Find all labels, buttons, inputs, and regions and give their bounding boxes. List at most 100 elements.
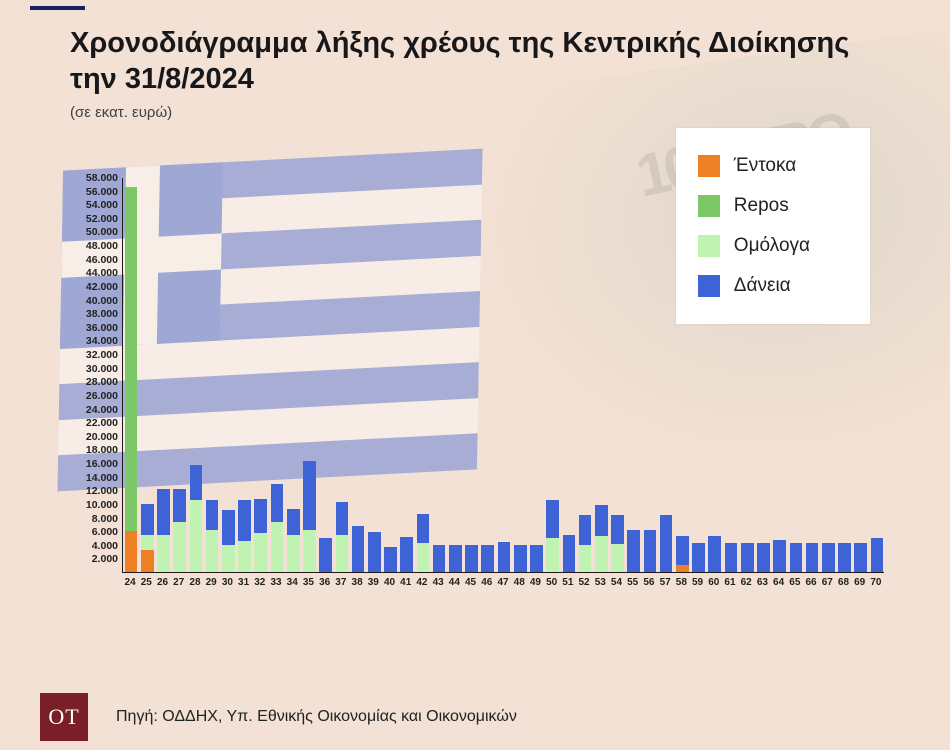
bar-segment-daneia <box>384 547 397 572</box>
bar-segment-daneia <box>368 532 381 572</box>
bar-segment-daneia <box>190 465 203 500</box>
bar-segment-daneia <box>141 504 154 535</box>
bar-segment-daneia <box>757 543 770 572</box>
source-text: Πηγή: ΟΔΔΗΧ, Υπ. Εθνικής Οικονομίας και … <box>116 708 517 726</box>
bar-segment-daneia <box>627 530 640 572</box>
bar-column <box>190 465 203 572</box>
chart-title: Χρονοδιάγραμμα λήξης χρέους της Κεντρική… <box>70 25 860 98</box>
bar-segment-daneia <box>254 499 267 532</box>
bar-column <box>417 514 430 572</box>
y-tick-label: 10.000 <box>86 499 118 511</box>
x-tick-label: 70 <box>870 577 881 588</box>
bar-segment-daneia <box>206 500 219 530</box>
x-tick-label: 63 <box>757 577 768 588</box>
bar-segment-daneia <box>222 510 235 545</box>
x-tick-label: 44 <box>449 577 460 588</box>
bar-segment-daneia <box>546 500 559 538</box>
bar-column <box>352 526 365 572</box>
y-tick-label: 50.000 <box>86 226 118 238</box>
y-axis-labels: 2.0004.0006.0008.00010.00012.00014.00016… <box>72 178 120 573</box>
bar-column <box>676 536 689 572</box>
x-axis-labels: 2425262728293031323334353637383940414243… <box>122 575 884 595</box>
legend-label: Repos <box>734 195 789 217</box>
y-tick-label: 22.000 <box>86 417 118 429</box>
x-tick-label: 54 <box>611 577 622 588</box>
bar-segment-daneia <box>173 489 186 522</box>
bar-column <box>400 537 413 572</box>
legend-label: Ομόλογα <box>734 235 810 257</box>
bar-column <box>871 538 884 572</box>
legend-label: Δάνεια <box>734 275 791 297</box>
x-tick-label: 58 <box>676 577 687 588</box>
x-tick-label: 26 <box>157 577 168 588</box>
y-tick-label: 24.000 <box>86 404 118 416</box>
bar-segment-daneia <box>336 502 349 535</box>
bar-segment-entoka <box>676 565 689 572</box>
bar-segment-daneia <box>465 545 478 572</box>
bar-column <box>319 538 332 572</box>
bar-column <box>303 461 316 572</box>
y-tick-label: 34.000 <box>86 335 118 347</box>
footer: OT Πηγή: ΟΔΔΗΧ, Υπ. Εθνικής Οικονομίας κ… <box>0 684 950 750</box>
bar-segment-daneia <box>595 505 608 536</box>
bar-column <box>644 530 657 572</box>
bar-column <box>546 500 559 572</box>
bar-segment-daneia <box>725 543 738 572</box>
legend-label: Έντοκα <box>734 155 796 177</box>
y-tick-label: 4.000 <box>92 540 118 552</box>
bar-segment-repos <box>125 187 138 531</box>
bar-column <box>790 543 803 572</box>
bar-column <box>563 535 576 572</box>
y-tick-label: 42.000 <box>86 281 118 293</box>
bar-segment-daneia <box>481 545 494 572</box>
bar-column <box>368 532 381 572</box>
bar-segment-daneia <box>611 515 624 544</box>
x-tick-label: 53 <box>595 577 606 588</box>
x-tick-label: 37 <box>335 577 346 588</box>
legend-item: Έντοκα <box>698 146 810 186</box>
x-tick-label: 36 <box>319 577 330 588</box>
x-tick-label: 29 <box>206 577 217 588</box>
bar-segment-daneia <box>238 500 251 542</box>
bar-segment-omologa <box>238 541 251 572</box>
x-tick-label: 32 <box>254 577 265 588</box>
x-tick-label: 33 <box>270 577 281 588</box>
chart-subtitle: (σε εκατ. ευρώ) <box>70 104 950 121</box>
bar-column <box>433 545 446 572</box>
bar-segment-daneia <box>692 543 705 572</box>
x-tick-label: 47 <box>497 577 508 588</box>
x-tick-label: 31 <box>238 577 249 588</box>
bar-segment-omologa <box>141 535 154 550</box>
bar-column <box>579 515 592 572</box>
x-tick-label: 48 <box>514 577 525 588</box>
bar-segment-daneia <box>449 545 462 572</box>
bar-segment-daneia <box>790 543 803 572</box>
bar-segment-daneia <box>271 484 284 522</box>
y-tick-label: 56.000 <box>86 186 118 198</box>
x-tick-label: 51 <box>562 577 573 588</box>
y-tick-label: 54.000 <box>86 199 118 211</box>
legend-item: Δάνεια <box>698 266 810 306</box>
bar-segment-omologa <box>271 522 284 572</box>
bar-column <box>708 536 721 572</box>
bar-segment-daneia <box>741 543 754 572</box>
x-tick-label: 24 <box>125 577 136 588</box>
y-tick-label: 14.000 <box>86 472 118 484</box>
y-tick-label: 16.000 <box>86 458 118 470</box>
bar-column <box>611 515 624 572</box>
legend-item: Repos <box>698 186 810 226</box>
bar-column <box>773 540 786 572</box>
bar-column <box>627 530 640 572</box>
bar-segment-omologa <box>222 545 235 572</box>
bar-segment-daneia <box>352 526 365 572</box>
bar-segment-omologa <box>546 538 559 572</box>
bar-segment-omologa <box>287 535 300 572</box>
bar-segment-omologa <box>190 500 203 572</box>
bar-segment-daneia <box>871 538 884 572</box>
y-tick-label: 40.000 <box>86 295 118 307</box>
bar-segment-daneia <box>433 545 446 572</box>
bar-column <box>449 545 462 572</box>
bar-column <box>660 515 673 572</box>
legend-swatch <box>698 275 720 297</box>
bar-column <box>514 545 527 572</box>
